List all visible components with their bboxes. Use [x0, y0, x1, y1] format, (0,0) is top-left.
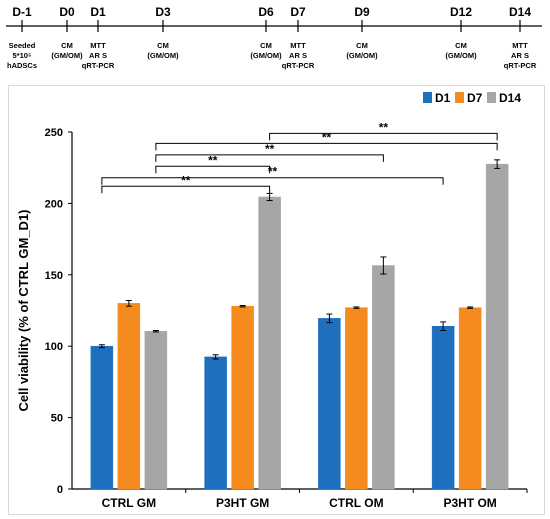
bar-d14-ctrl-gm — [144, 330, 168, 490]
timeline-note: qRT-PCR — [504, 61, 537, 70]
y-tick-label: 200 — [45, 198, 63, 210]
timeline-note: (GM/OM) — [51, 51, 83, 60]
timeline-note: qRT-PCR — [82, 61, 115, 70]
significance-label: ** — [208, 153, 218, 167]
bar-d7-ctrl-om — [345, 307, 368, 490]
timeline-day-d14: D14 — [509, 5, 531, 19]
significance-bracket — [155, 154, 384, 162]
timeline-day-d3: D3 — [155, 5, 171, 19]
timeline-note: (GM/OM) — [346, 51, 378, 60]
significance-label: ** — [265, 142, 275, 156]
y-tick-label: 0 — [57, 484, 63, 496]
timeline-note: MTT — [512, 41, 528, 50]
significance-bracket — [101, 185, 271, 194]
timeline-day-d6: D6 — [258, 5, 274, 19]
timeline-note: 5*10⁵ — [13, 51, 32, 60]
timeline-note: qRT-PCR — [282, 61, 315, 70]
significance-label: ** — [268, 165, 278, 179]
legend-swatch-d1 — [423, 92, 432, 103]
legend-swatch-d14 — [487, 92, 496, 103]
x-category-label: P3HT GM — [216, 496, 269, 510]
timeline-note: AR S — [89, 51, 107, 60]
timeline-note: AR S — [289, 51, 307, 60]
bar-d1-p3ht-gm — [204, 356, 227, 490]
bar-d7-p3ht-gm — [231, 305, 254, 490]
y-tick-label: 150 — [45, 270, 63, 282]
timeline-note: MTT — [90, 41, 106, 50]
timeline-note: (GM/OM) — [147, 51, 179, 60]
timeline-note: MTT — [290, 41, 306, 50]
significance-bracket — [155, 142, 498, 151]
bar-d14-p3ht-om — [485, 163, 509, 490]
significance-label: ** — [181, 173, 191, 187]
timeline-note: hADSCs — [7, 61, 37, 70]
timeline-note: Seeded — [9, 41, 36, 50]
timeline-day-d0: D0 — [59, 5, 75, 19]
timeline-day-d7: D7 — [290, 5, 306, 19]
significance-label: ** — [322, 130, 332, 144]
bar-d1-ctrl-om — [318, 318, 341, 490]
bar-d1-p3ht-om — [431, 325, 455, 490]
timeline-day-d9: D9 — [354, 5, 370, 19]
y-axis-label: Cell viability (% of CTRL GM_D1) — [16, 209, 31, 411]
significance-bracket — [101, 177, 444, 185]
timeline-note: CM — [455, 41, 467, 50]
x-category-label: CTRL OM — [329, 496, 383, 510]
chart-frame — [8, 85, 545, 515]
y-tick-label: 100 — [45, 341, 63, 353]
bar-d14-ctrl-om — [372, 265, 395, 490]
timeline-note: CM — [260, 41, 272, 50]
x-category-label: CTRL GM — [102, 496, 156, 510]
bar-d14-p3ht-gm — [258, 196, 281, 490]
significance-bracket — [155, 165, 271, 174]
bar-d1-ctrl-gm — [90, 345, 114, 490]
legend-label-d7: D7 — [467, 91, 483, 105]
timeline-note: CM — [356, 41, 368, 50]
timeline-note: CM — [61, 41, 73, 50]
significance-label: ** — [379, 120, 389, 134]
bar-d7-p3ht-om — [458, 307, 482, 490]
timeline-note: (GM/OM) — [445, 51, 477, 60]
bar-d7-ctrl-gm — [117, 303, 141, 490]
legend-swatch-d7 — [455, 92, 464, 103]
y-tick-label: 50 — [51, 413, 63, 425]
timeline-note: CM — [157, 41, 169, 50]
timeline-day-d1: D1 — [90, 5, 106, 19]
timeline-day-d-1: D-1 — [12, 5, 32, 19]
legend-label-d14: D14 — [499, 91, 521, 105]
y-tick-label: 250 — [45, 127, 63, 139]
significance-bracket — [269, 132, 498, 141]
timeline-day-d12: D12 — [450, 5, 472, 19]
x-category-label: P3HT OM — [443, 496, 496, 510]
timeline-note: AR S — [511, 51, 529, 60]
timeline-note: (GM/OM) — [250, 51, 282, 60]
legend-label-d1: D1 — [435, 91, 451, 105]
